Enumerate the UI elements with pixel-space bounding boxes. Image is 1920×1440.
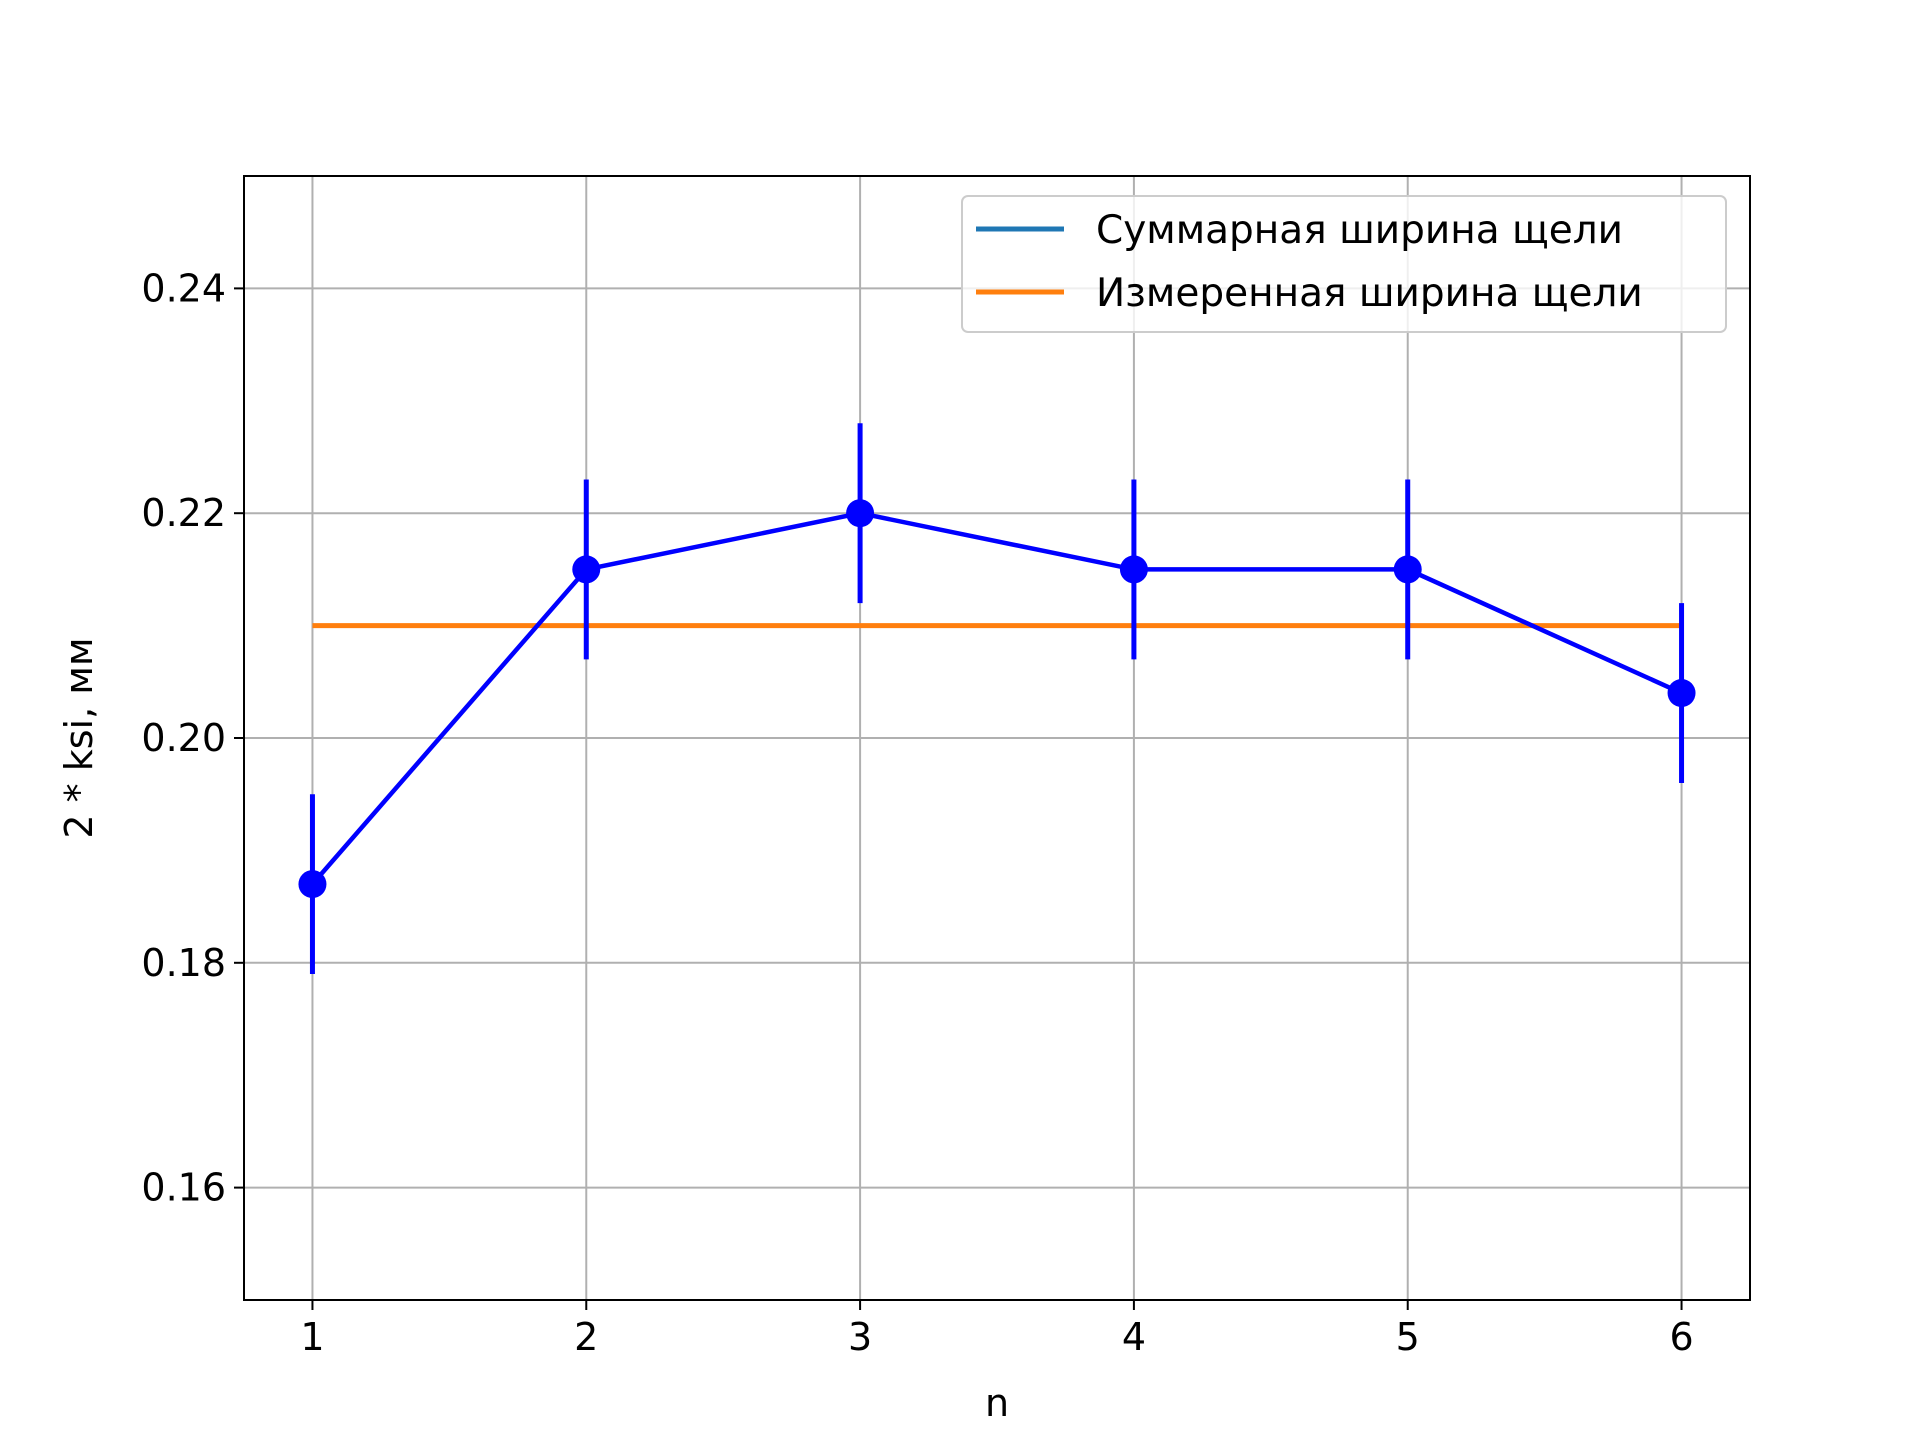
plot-frame bbox=[243, 175, 1751, 1301]
x-tick-label: 6 bbox=[1669, 1315, 1693, 1359]
y-axis-label: 2 * ksi, мм bbox=[57, 637, 101, 838]
x-tick-label: 5 bbox=[1396, 1315, 1420, 1359]
legend-label-sum: Суммарная ширина щели bbox=[1096, 208, 1623, 253]
x-tick-label: 4 bbox=[1122, 1315, 1146, 1359]
x-axis-label: n bbox=[985, 1381, 1009, 1425]
legend-box bbox=[961, 195, 1727, 333]
legend: Суммарная ширина щели Измеренная ширина … bbox=[961, 195, 1727, 333]
sum-width-line bbox=[310, 510, 1683, 886]
y-tick-label: 0.22 bbox=[141, 491, 226, 535]
x-tick-label: 1 bbox=[300, 1315, 324, 1359]
data-point bbox=[846, 499, 875, 528]
data-point bbox=[1119, 555, 1148, 584]
data-point bbox=[298, 870, 327, 899]
ticks: 1 2 3 4 5 6 0.16 0.18 0.20 0.22 0.24 bbox=[141, 266, 1693, 1359]
data-point bbox=[1667, 679, 1696, 708]
y-tick-label: 0.18 bbox=[141, 941, 226, 985]
x-tick-label: 2 bbox=[574, 1315, 598, 1359]
data-point bbox=[572, 555, 601, 584]
y-tick-label: 0.24 bbox=[141, 266, 226, 310]
x-tick-label: 3 bbox=[848, 1315, 872, 1359]
legend-label-measured: Измеренная ширина щели bbox=[1096, 271, 1643, 316]
y-tick-label: 0.16 bbox=[141, 1166, 226, 1210]
data-point bbox=[1393, 555, 1422, 584]
series bbox=[298, 423, 1696, 975]
y-tick-label: 0.20 bbox=[141, 716, 226, 760]
